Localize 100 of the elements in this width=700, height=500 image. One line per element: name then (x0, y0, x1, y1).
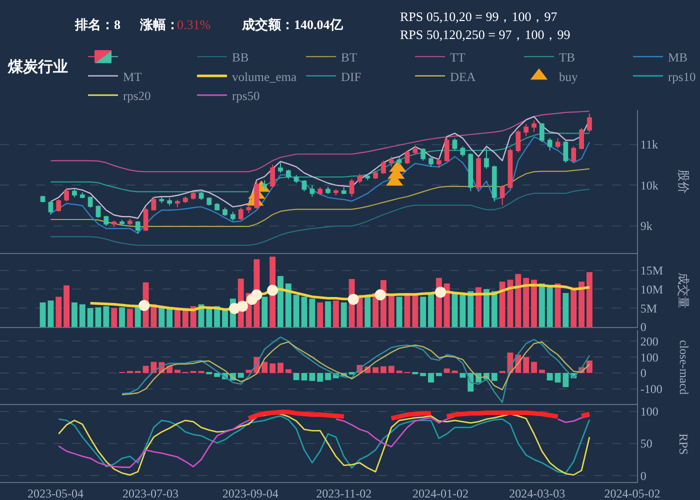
candlestick (112, 220, 117, 228)
bar (317, 302, 324, 327)
bar (158, 307, 165, 327)
y-tick-label: 5M (640, 301, 658, 316)
legend-label: BB (232, 50, 249, 64)
candlestick (412, 144, 418, 156)
legend-label: rps10 (668, 70, 696, 84)
candlestick (492, 165, 497, 202)
text: 排名：8 (74, 17, 121, 32)
point (236, 300, 248, 312)
point (435, 286, 446, 298)
bar (174, 310, 180, 327)
bar (317, 372, 324, 382)
candlestick (484, 148, 489, 170)
candlestick (64, 188, 69, 202)
bar (460, 294, 466, 327)
y-axis-title: 成交量 (676, 272, 690, 308)
candlestick (182, 196, 188, 204)
candlestick (294, 174, 299, 184)
candlestick (120, 219, 124, 226)
bar (119, 307, 125, 327)
y-tick-label: 11k (640, 138, 658, 152)
y-tick-label: 15M (640, 263, 664, 278)
candlestick (349, 178, 354, 198)
x-tick-label: 2024-01-02 (412, 486, 469, 500)
candlestick (135, 220, 140, 234)
candlestick (262, 180, 268, 190)
candlestick (365, 174, 370, 181)
line-series (50, 136, 590, 234)
bar (309, 298, 316, 327)
bar (578, 282, 585, 327)
candlestick (388, 156, 394, 168)
point (374, 289, 386, 300)
bar (460, 372, 466, 378)
bar (72, 302, 78, 327)
candlestick (381, 160, 386, 174)
line-series (50, 188, 590, 246)
legend-label: DEA (450, 70, 476, 84)
y-tick-label: 0 (640, 366, 646, 380)
candlestick (206, 196, 212, 206)
text: RPS 50,120,250 = 97，100，99 (400, 27, 570, 42)
candlestick (230, 211, 236, 222)
bar (586, 272, 592, 327)
bar (79, 304, 86, 327)
candlestick (278, 162, 283, 174)
legend-label: MT (123, 70, 142, 84)
candlestick (468, 152, 474, 192)
candlestick (167, 198, 172, 206)
bar (562, 372, 569, 388)
legend-label: volume_ema (232, 70, 298, 84)
bar (388, 366, 394, 373)
candlestick (88, 196, 93, 208)
candlestick (476, 156, 481, 190)
bar (546, 372, 553, 380)
bar (531, 280, 537, 327)
bar (262, 362, 268, 373)
text: 0.31% (177, 17, 211, 32)
candlestick (198, 192, 204, 200)
candlestick (539, 122, 544, 143)
bar (301, 372, 308, 380)
y-axis-title: RPS (676, 434, 690, 455)
bar (103, 306, 110, 327)
bar (56, 296, 62, 327)
y-tick-label: 50 (640, 436, 652, 451)
candlestick (222, 207, 228, 216)
candlestick (56, 198, 62, 212)
bar (325, 372, 331, 380)
candlestick (96, 205, 101, 218)
candlestick (159, 196, 164, 204)
bar (111, 308, 118, 327)
candlestick (270, 164, 275, 188)
bar (436, 372, 442, 376)
bar (348, 372, 355, 375)
bar (285, 369, 292, 373)
bar (301, 296, 308, 327)
y-tick-label: 0 (640, 320, 646, 334)
bar (538, 370, 545, 373)
bar (388, 294, 394, 327)
bar (428, 372, 434, 383)
x-tick-label: 2024-05-02 (604, 486, 660, 500)
bar (126, 308, 133, 327)
candlestick (254, 180, 260, 209)
candlestick (190, 191, 196, 200)
candlestick (524, 123, 529, 137)
candlestick (310, 184, 315, 198)
legend-label: buy (559, 70, 578, 84)
bar (531, 362, 537, 373)
candlestick (246, 205, 252, 214)
bar (554, 372, 561, 383)
bar (586, 360, 592, 373)
line-series (121, 341, 590, 396)
candlestick (444, 136, 450, 162)
bar (278, 276, 284, 327)
bar (293, 372, 300, 380)
bar (523, 357, 530, 373)
line-series (121, 336, 590, 404)
bar (340, 302, 347, 327)
point (348, 294, 359, 305)
candlestick (563, 140, 568, 164)
candlestick (40, 195, 46, 203)
